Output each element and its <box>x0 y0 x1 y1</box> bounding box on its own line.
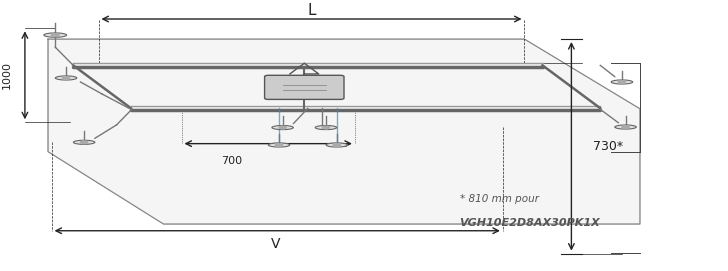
Ellipse shape <box>612 80 633 84</box>
Circle shape <box>622 126 629 128</box>
Circle shape <box>80 141 88 144</box>
Ellipse shape <box>615 125 636 129</box>
Text: 730*: 730* <box>593 140 623 153</box>
Circle shape <box>279 126 286 129</box>
Polygon shape <box>48 39 640 224</box>
FancyBboxPatch shape <box>264 75 344 99</box>
Ellipse shape <box>74 140 95 144</box>
Ellipse shape <box>272 125 293 130</box>
Ellipse shape <box>326 143 347 147</box>
Circle shape <box>323 126 330 129</box>
Ellipse shape <box>55 76 76 80</box>
Ellipse shape <box>269 143 290 147</box>
Ellipse shape <box>44 33 66 37</box>
Text: L: L <box>307 4 316 18</box>
Text: V: V <box>271 237 280 251</box>
Ellipse shape <box>315 125 336 130</box>
Circle shape <box>63 77 70 79</box>
Circle shape <box>333 144 341 146</box>
Text: * 810 mm pour: * 810 mm pour <box>459 193 539 204</box>
Text: 700: 700 <box>221 156 242 166</box>
Circle shape <box>275 144 282 146</box>
Circle shape <box>52 34 59 37</box>
Text: 1000: 1000 <box>2 61 12 89</box>
Text: VGH10E2D8AX30PK1X: VGH10E2D8AX30PK1X <box>459 218 601 228</box>
Circle shape <box>618 81 625 83</box>
